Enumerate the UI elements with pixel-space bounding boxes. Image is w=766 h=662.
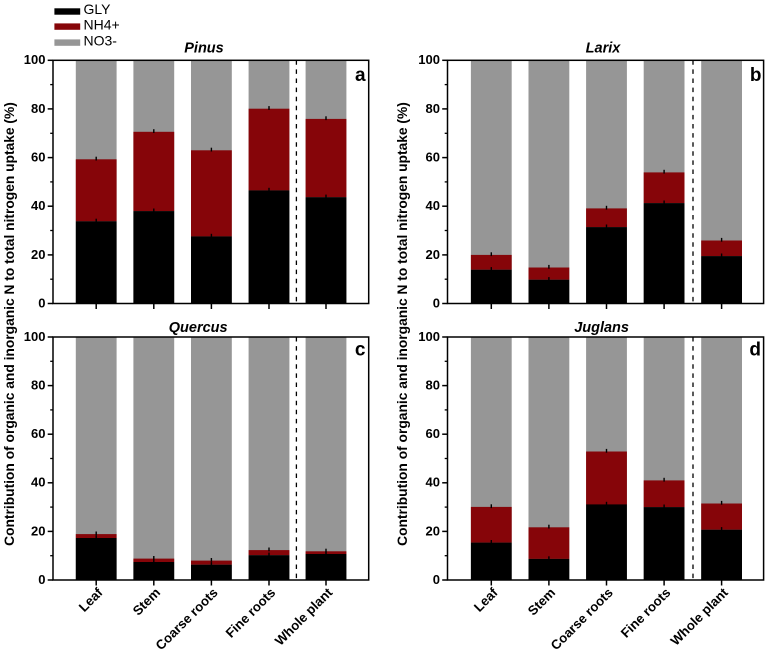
svg-text:0: 0 <box>433 295 440 310</box>
svg-text:100: 100 <box>418 329 440 344</box>
svg-text:0: 0 <box>38 572 45 587</box>
svg-text:60: 60 <box>426 426 440 441</box>
svg-text:20: 20 <box>31 523 45 538</box>
svg-text:20: 20 <box>426 523 440 538</box>
svg-text:60: 60 <box>426 150 440 165</box>
svg-text:a: a <box>355 65 366 86</box>
svg-text:40: 40 <box>31 475 45 490</box>
svg-text:0: 0 <box>433 572 440 587</box>
svg-text:100: 100 <box>24 329 46 344</box>
svg-text:100: 100 <box>418 52 440 67</box>
svg-text:Contribution of organic and in: Contribution of organic and inorganic N … <box>2 102 17 546</box>
svg-text:Larix: Larix <box>586 41 622 57</box>
svg-text:c: c <box>355 339 366 360</box>
svg-text:40: 40 <box>426 475 440 490</box>
svg-text:100: 100 <box>24 52 46 67</box>
svg-text:40: 40 <box>31 198 45 213</box>
svg-text:NH4+: NH4+ <box>84 16 120 32</box>
svg-text:Quercus: Quercus <box>169 320 228 336</box>
svg-text:b: b <box>750 65 762 86</box>
svg-text:80: 80 <box>426 378 440 393</box>
svg-text:Contribution of organic and in: Contribution of organic and inorganic N … <box>395 102 410 546</box>
svg-text:GLY: GLY <box>84 1 112 17</box>
svg-text:NO3-: NO3- <box>84 32 118 48</box>
svg-text:Pinus: Pinus <box>184 41 223 57</box>
svg-text:80: 80 <box>31 101 45 116</box>
svg-text:d: d <box>749 340 761 361</box>
svg-text:0: 0 <box>38 295 45 310</box>
svg-text:60: 60 <box>31 150 45 165</box>
svg-text:80: 80 <box>31 378 45 393</box>
svg-text:20: 20 <box>426 247 440 262</box>
svg-text:Juglans: Juglans <box>574 320 629 336</box>
svg-text:60: 60 <box>31 426 45 441</box>
svg-text:80: 80 <box>426 101 440 116</box>
svg-text:20: 20 <box>31 247 45 262</box>
svg-text:40: 40 <box>426 198 440 213</box>
